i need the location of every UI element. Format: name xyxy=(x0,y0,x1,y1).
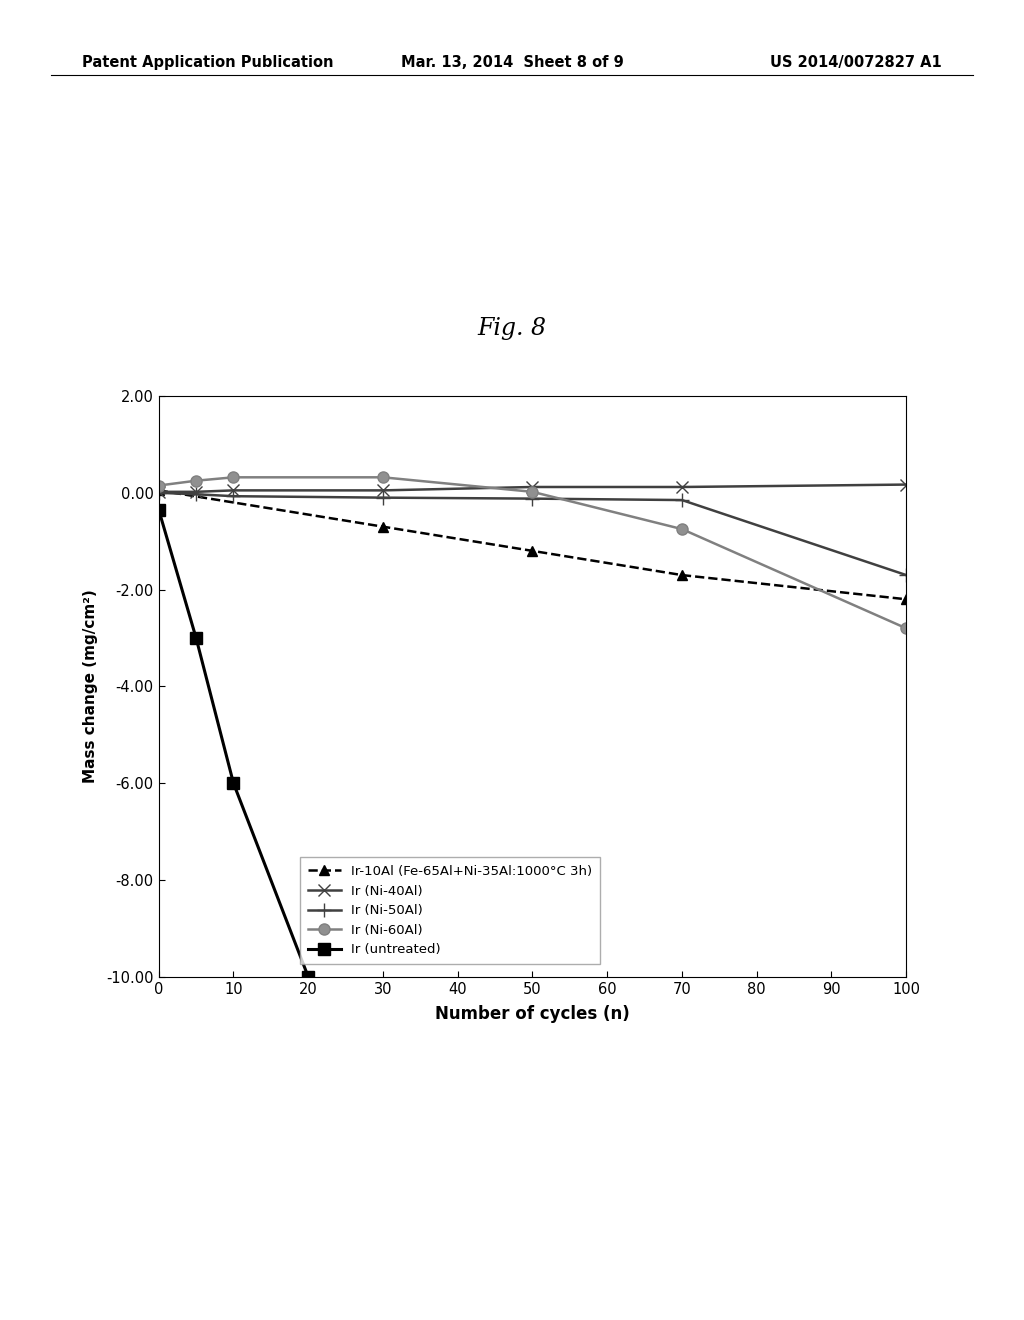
Text: US 2014/0072827 A1: US 2014/0072827 A1 xyxy=(770,55,942,70)
Text: Fig. 8: Fig. 8 xyxy=(477,317,547,339)
Text: Mar. 13, 2014  Sheet 8 of 9: Mar. 13, 2014 Sheet 8 of 9 xyxy=(400,55,624,70)
Text: Patent Application Publication: Patent Application Publication xyxy=(82,55,334,70)
Y-axis label: Mass change (mg/cm²): Mass change (mg/cm²) xyxy=(83,590,98,783)
X-axis label: Number of cycles (n): Number of cycles (n) xyxy=(435,1005,630,1023)
Legend: Ir-10Al (Fe-65Al+Ni-35Al:1000°C 3h), Ir (Ni-40Al), Ir (Ni-50Al), Ir (Ni-60Al), I: Ir-10Al (Fe-65Al+Ni-35Al:1000°C 3h), Ir … xyxy=(300,857,600,965)
